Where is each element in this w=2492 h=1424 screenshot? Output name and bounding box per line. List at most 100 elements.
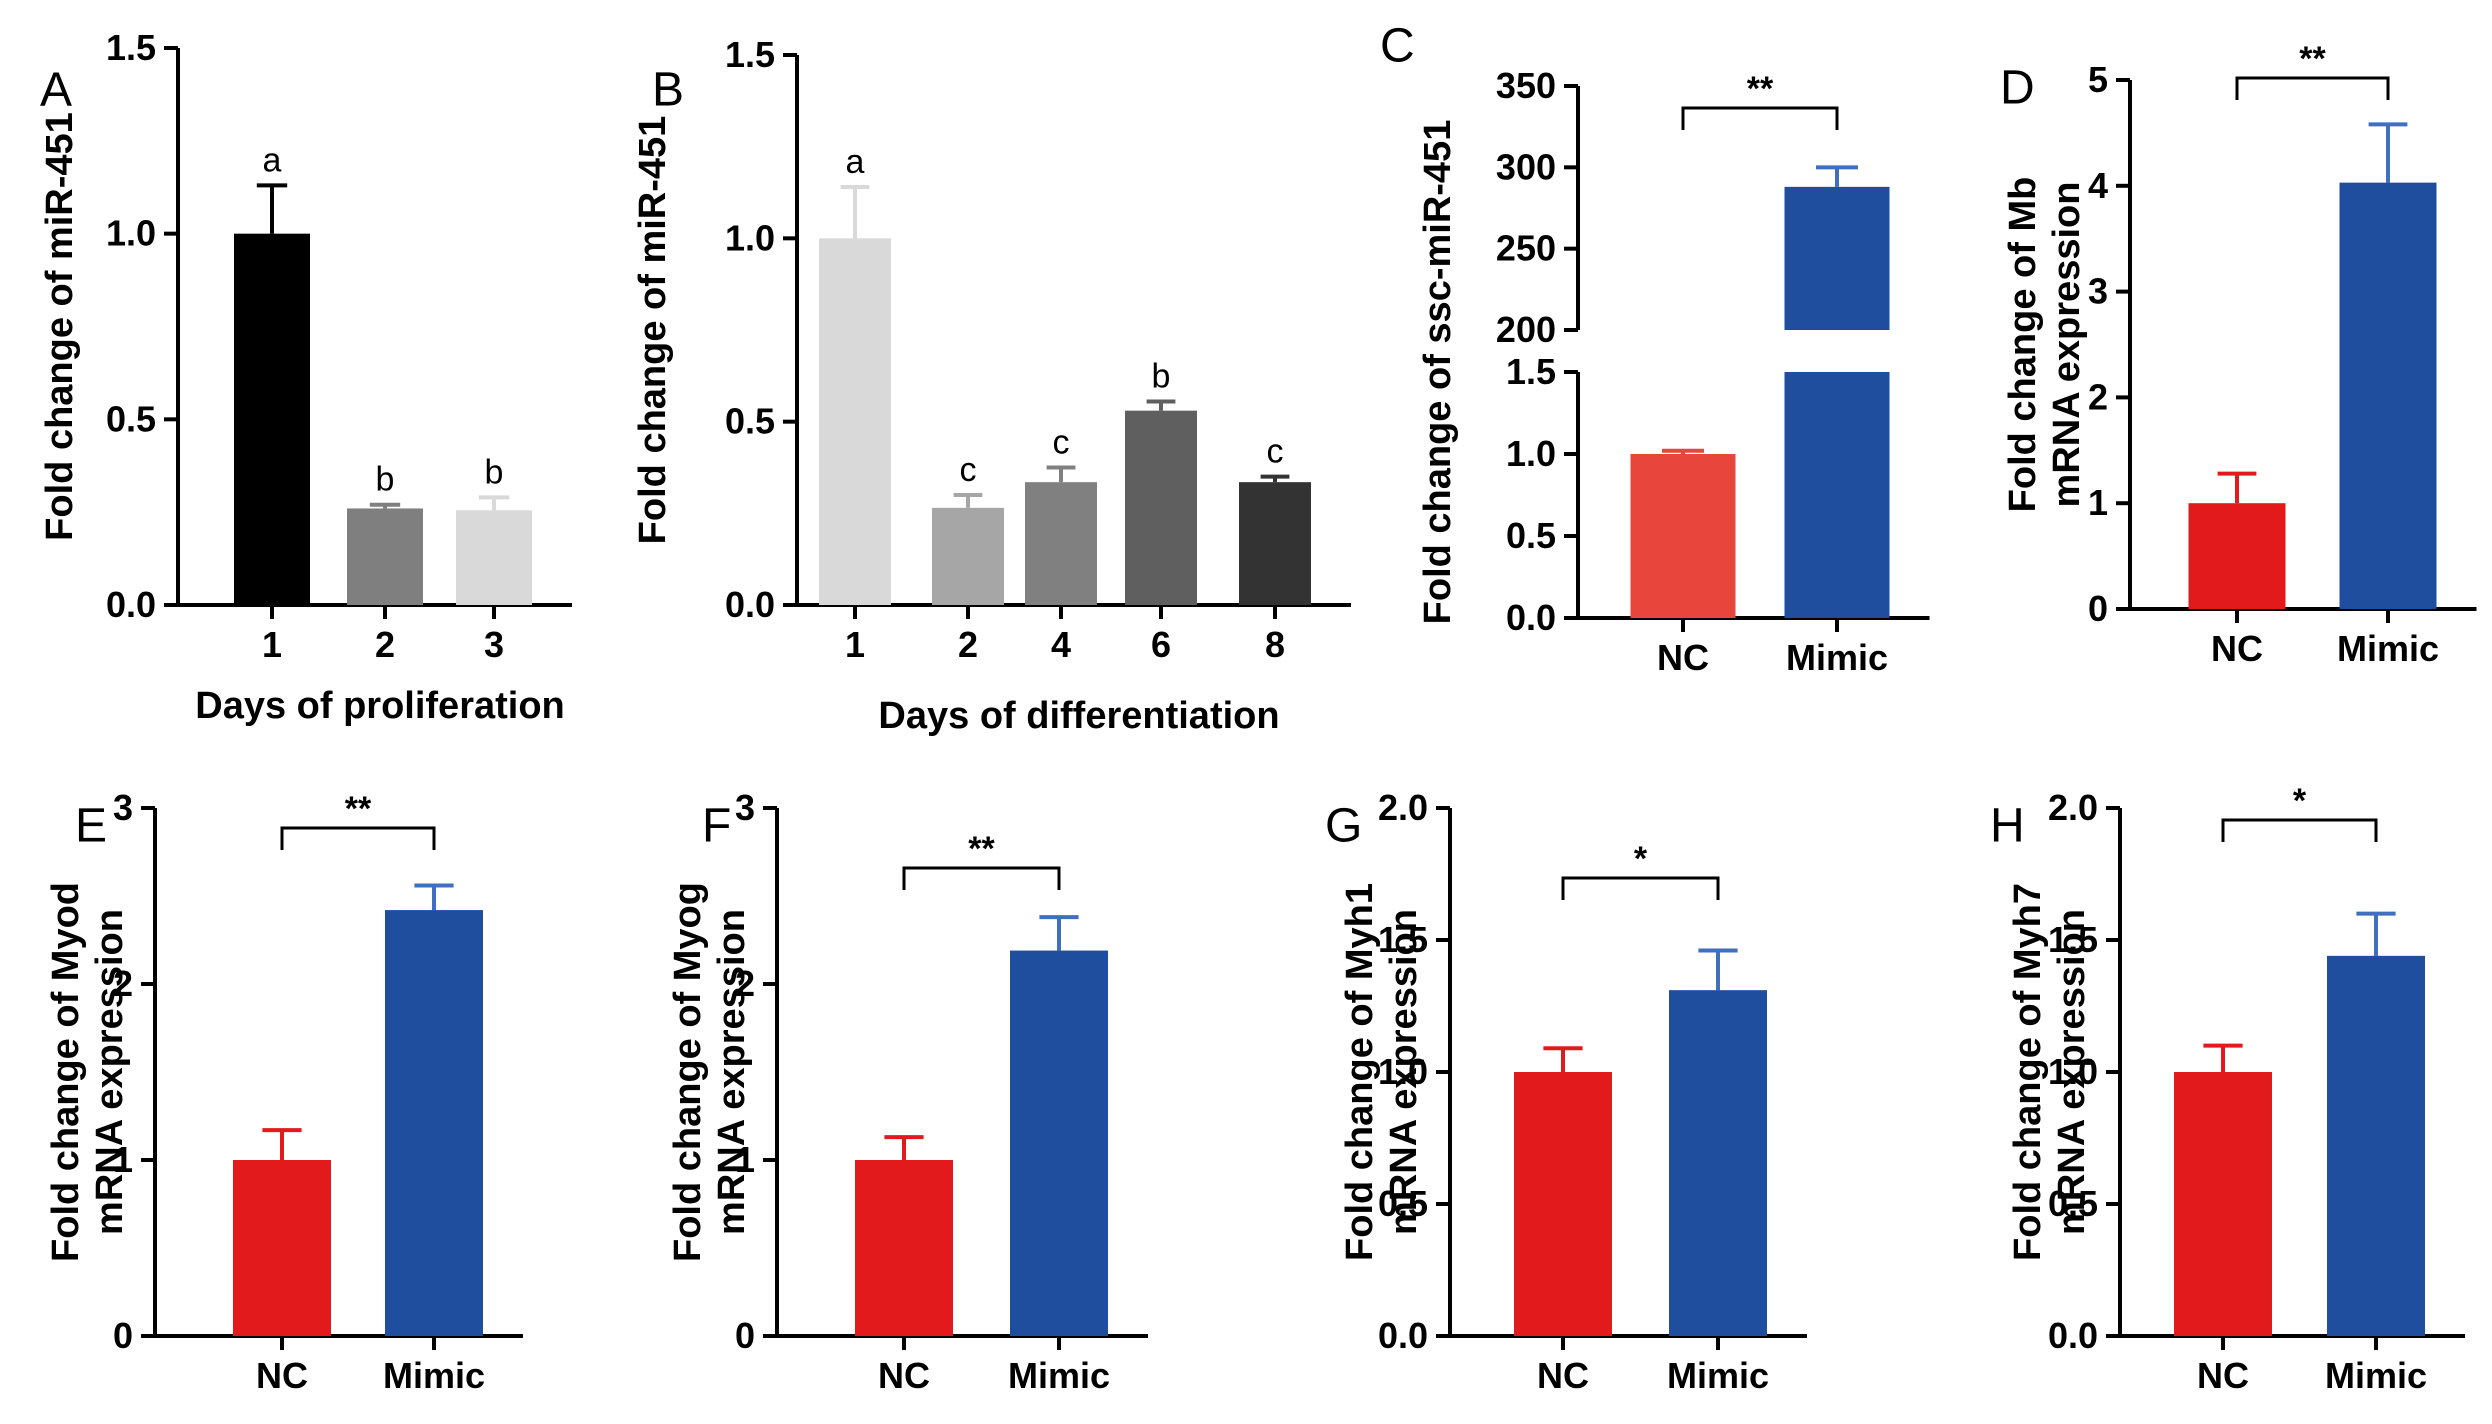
panel-e-sig-label: **	[345, 790, 372, 828]
panel-h-label: H	[1990, 800, 2025, 853]
panel-d-ytick-label: 4	[2088, 165, 2108, 206]
panel-f-sig-bracket	[902, 866, 1061, 890]
panel-a-letter-2: b	[485, 453, 504, 491]
panel-f-ylabel: Fold change of Myog	[667, 882, 709, 1262]
panel-f-sig-label: **	[968, 830, 995, 868]
panel-b-letter-2: c	[1053, 424, 1070, 462]
panel-f: F 0 1 2 3 NC Mimic Fold change of Myog mRNA expr…	[667, 787, 1148, 1396]
panel-g-sig-label: *	[1634, 840, 1648, 878]
panel-d-label: D	[2000, 62, 2035, 115]
panel-a-ytick-label: 1.5	[106, 27, 156, 68]
panel-g-ylabel: mRNA expression	[1383, 909, 1425, 1235]
panel-c-ytick-label-lower: 0.0	[1506, 597, 1556, 638]
panel-f-bar-mimic	[1010, 950, 1108, 1336]
panel-h-ylabel: Fold change of Myh7	[2007, 883, 2049, 1261]
panel-g-ytick-label: 1.5	[1378, 919, 1428, 960]
panel-c-sig-label: **	[1747, 70, 1774, 108]
panel-c-bar-mimic-upper	[1784, 186, 1890, 330]
panel-g-ylabel: Fold change of Myh1	[1339, 883, 1381, 1261]
panel-c-ytick-label-upper: 250	[1496, 228, 1556, 269]
panel-b-letter-1: c	[960, 451, 977, 489]
panel-b-ytick-label: 0.0	[725, 584, 775, 625]
panel-b-ytick-label: 1.5	[725, 34, 775, 75]
panel-e-ylabel: mRNA expression	[89, 909, 131, 1235]
panel-f-ytick-label: 3	[735, 787, 755, 828]
panel-h-ytick-label: 2.0	[2048, 787, 2098, 828]
panel-e-bar-mimic	[385, 910, 483, 1336]
panel-a-bar-1	[234, 233, 310, 605]
panel-h-ytick-label: 1.5	[2048, 919, 2098, 960]
panel-b-letter-3: b	[1152, 358, 1171, 396]
panel-b-xtick-label: 4	[1051, 624, 1071, 665]
panel-d: D 0 1 2 3 4 5 NC Mimic Fold change of Mb mRNA expr…	[2000, 40, 2477, 669]
panel-b-xtick-label: 2	[958, 624, 978, 665]
panel-d-ylabel: Fold change of Mb	[2002, 177, 2044, 513]
panel-b: B 0.0 0.5 1.0 1.5 1 a 2 c 4 c 6 b 8 c Days of different…	[632, 34, 1351, 737]
panel-f-xtick-label: NC	[878, 1355, 930, 1396]
panel-h-xtick-label: NC	[2197, 1355, 2249, 1396]
panel-d-bar-nc	[2188, 503, 2286, 609]
panel-g-bar-mimic	[1669, 990, 1767, 1336]
panel-c-ytick-label-upper: 200	[1496, 309, 1556, 350]
panel-e-ytick-label: 2	[113, 963, 133, 1004]
panel-e-ytick-label: 1	[113, 1139, 133, 1180]
panel-g-xtick-label: Mimic	[1667, 1355, 1769, 1396]
panel-b-bar-6	[1125, 410, 1197, 605]
panel-g-ytick-label: 2.0	[1378, 787, 1428, 828]
panel-b-xlabel: Days of differentiation	[878, 695, 1279, 737]
panel-b-ylabel: Fold change of miR-451	[632, 116, 674, 545]
panel-e: E 0 1 2 3 NC Mimic Fold change of Myod mRNA expr…	[45, 787, 523, 1396]
panel-b-bar-8	[1239, 482, 1311, 605]
panel-f-bar-nc	[855, 1160, 953, 1336]
panel-f-ytick-label: 1	[735, 1139, 755, 1180]
panel-b-letter-4: c	[1267, 433, 1284, 471]
panel-e-bar-nc	[233, 1160, 331, 1336]
panel-b-xtick-label: 8	[1265, 624, 1285, 665]
panel-b-ytick-label: 1.0	[725, 217, 775, 258]
panel-c-sig-bracket	[1681, 106, 1839, 130]
panel-a-ylabel: Fold change of miR-451	[39, 112, 81, 541]
panel-d-ylabel: mRNA expression	[2046, 182, 2088, 508]
panel-a-label: A	[40, 64, 72, 117]
panel-c: C 200 250 300 350 0.0 0.5 1.0 1.5 NC Mimic Fold cha…	[1380, 20, 1930, 678]
panel-h-ytick-label: 0.0	[2048, 1315, 2098, 1356]
panel-a-ytick-label: 0.0	[106, 584, 156, 625]
panel-a-letter-1: b	[376, 461, 395, 499]
panel-b-xtick-label: 1	[845, 624, 865, 665]
panel-d-ytick-label: 2	[2088, 376, 2108, 417]
panel-a-ytick-label: 0.5	[106, 398, 156, 439]
panel-d-sig-bracket	[2235, 76, 2390, 100]
panel-c-label: C	[1380, 20, 1415, 73]
panel-b-xtick-label: 6	[1151, 624, 1171, 665]
panel-d-sig-label: **	[2299, 40, 2326, 78]
panel-a-xtick-label: 3	[484, 624, 504, 665]
panel-g-ytick-label: 0.0	[1378, 1315, 1428, 1356]
panel-b-ytick-label: 0.5	[725, 401, 775, 442]
panel-d-ytick-label: 0	[2088, 588, 2108, 629]
panel-c-xtick-label: NC	[1657, 637, 1709, 678]
panel-a: A 0.0 0.5 1.0 1.5 1 a 2 b 3 b Days of proliferation…	[39, 27, 572, 727]
panel-e-label: E	[75, 800, 107, 853]
panel-a-bar-3	[456, 510, 532, 605]
panel-d-ytick-label: 1	[2088, 482, 2108, 523]
panel-b-bar-2	[932, 507, 1004, 605]
panel-g-sig-bracket	[1561, 876, 1720, 900]
panel-c-ylabel: Fold change of ssc-miR-451	[1417, 120, 1459, 625]
panel-f-ylabel: mRNA expression	[711, 909, 753, 1235]
panel-h-sig-bracket	[2221, 818, 2378, 842]
panel-d-ytick-label: 5	[2088, 59, 2108, 100]
panel-g-ytick-label: 0.5	[1378, 1183, 1428, 1224]
panel-f-ytick-label: 2	[735, 963, 755, 1004]
panel-f-ytick-label: 0	[735, 1315, 755, 1356]
panel-h-sig-label: *	[2293, 782, 2307, 820]
panel-e-sig-bracket	[280, 826, 436, 850]
panel-h-xtick-label: Mimic	[2325, 1355, 2427, 1396]
panel-e-ylabel: Fold change of Myod	[45, 882, 87, 1262]
panel-d-xtick-label: NC	[2211, 628, 2263, 669]
panel-e-ytick-label: 3	[113, 787, 133, 828]
panel-h-bar-nc	[2174, 1072, 2272, 1336]
panel-f-xtick-label: Mimic	[1008, 1355, 1110, 1396]
panel-a-xtick-label: 2	[375, 624, 395, 665]
panel-c-bar-mimic-lower	[1784, 372, 1890, 618]
